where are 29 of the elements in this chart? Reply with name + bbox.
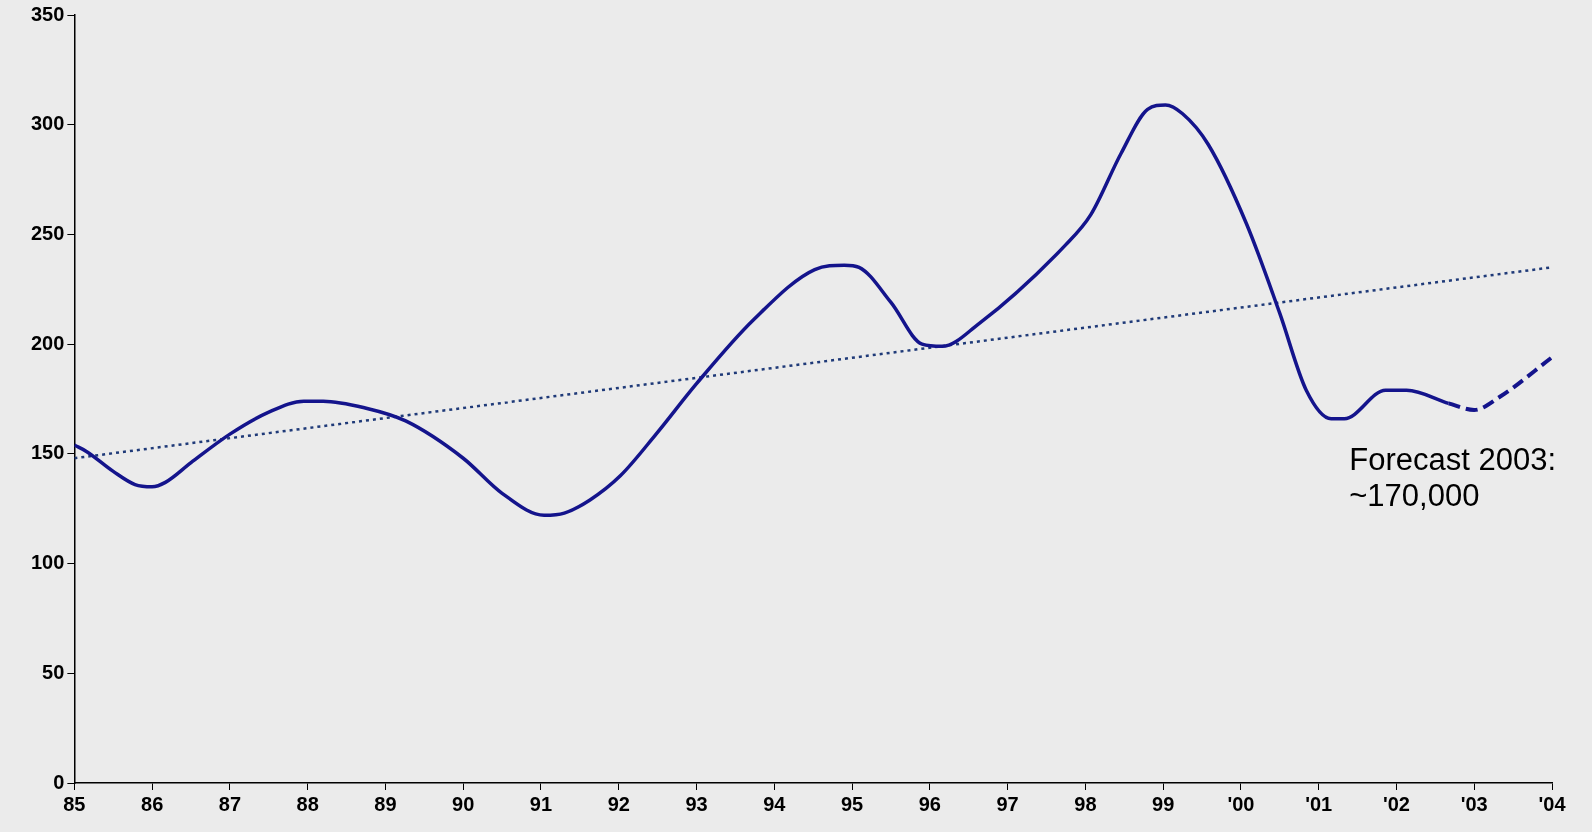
x-tick-label: 85 xyxy=(63,792,86,815)
x-tick-label: '00 xyxy=(1227,792,1255,815)
y-tick-label: 0 xyxy=(53,770,65,793)
x-tick-label: 90 xyxy=(452,792,475,815)
annotation: Forecast 2003: ~170,000 xyxy=(1349,442,1557,514)
x-tick-label: '01 xyxy=(1305,792,1333,815)
x-tick-label: 88 xyxy=(296,792,319,815)
x-tick-label: 94 xyxy=(763,792,787,815)
x-tick-label: '04 xyxy=(1538,792,1567,815)
x-tick-label: 87 xyxy=(218,792,242,815)
x-tick-label: 98 xyxy=(1074,792,1097,815)
y-tick-label: 200 xyxy=(30,331,65,354)
y-tick-label: 100 xyxy=(30,551,65,574)
x-tick-label: 93 xyxy=(685,792,708,815)
x-tick-label: 99 xyxy=(1152,792,1175,815)
x-tick-label: 91 xyxy=(529,792,553,815)
x-tick-label: 96 xyxy=(918,792,941,815)
y-tick-label: 300 xyxy=(30,112,65,135)
x-tick-label: '02 xyxy=(1382,792,1410,815)
y-tick-label: 50 xyxy=(42,660,65,683)
y-tick-label: 350 xyxy=(30,2,65,25)
x-tick-label: 86 xyxy=(141,792,164,815)
x-tick-label: 92 xyxy=(607,792,630,815)
x-tick-label: 95 xyxy=(840,792,864,815)
x-tick-label: 89 xyxy=(374,792,397,815)
y-tick-label: 150 xyxy=(30,441,65,464)
y-tick-label: 250 xyxy=(30,221,65,244)
x-tick-label: 97 xyxy=(996,792,1019,815)
x-tick-label: '03 xyxy=(1460,792,1488,815)
